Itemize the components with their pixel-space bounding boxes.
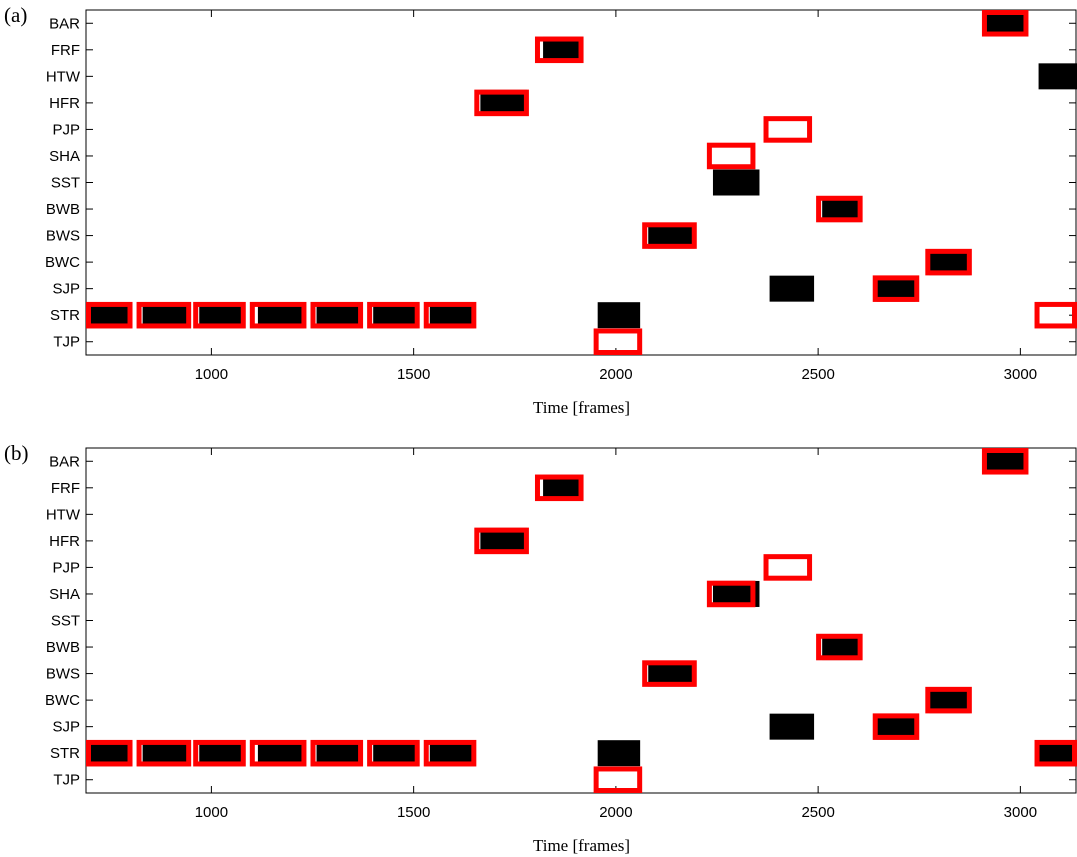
chart-panel-a: BAR FRF HTW HFR PJP SHA SST BWB BWS BWC SJP STR TJP 1… (4, 3, 1077, 417)
interval-box-str (310, 301, 364, 329)
interval-box-str (193, 301, 246, 329)
y-tick-label: SHA (49, 586, 80, 603)
y-tick-label: BWC (45, 254, 80, 271)
x-axis-title: Time [frames] (533, 836, 630, 855)
interval-box-sha (706, 580, 756, 608)
interval-box-pjp (763, 554, 813, 581)
y-tick-label: BWC (45, 692, 80, 709)
interval-box-hfr (474, 527, 529, 555)
interval-box-str (249, 301, 307, 329)
y-tick-label: FRF (51, 42, 80, 59)
y-tick-label: HTW (46, 506, 81, 523)
y-tick-label: HTW (46, 68, 81, 85)
x-tick-label: 1000 (195, 804, 228, 821)
y-tick-label: HFR (49, 533, 80, 550)
interval-box-str (193, 739, 246, 767)
y-tick-label: SJP (52, 719, 80, 736)
panel-label: (b) (4, 441, 29, 465)
interval-box-frf (534, 36, 584, 64)
y-tick-label: BWS (46, 228, 80, 245)
interval-box-str (367, 301, 420, 329)
y-tick-label: BWS (46, 666, 80, 683)
y-tick-label: SJP (52, 281, 80, 298)
x-tick-label: 2000 (599, 366, 632, 383)
interval-box-frf (534, 474, 584, 502)
interval-box-sha (706, 142, 756, 170)
interval-box-str (86, 739, 133, 767)
interval-box-str (423, 301, 477, 329)
panel-label: (a) (4, 3, 27, 27)
interval-bar-str (597, 740, 641, 767)
interval-bar-sjp (769, 713, 815, 740)
interval-bar-str (597, 302, 641, 329)
x-axis-title: Time [frames] (533, 398, 630, 417)
interval-box-sjp (872, 275, 920, 302)
y-tick-label: TJP (53, 772, 80, 789)
x-tick-label: 2000 (599, 804, 632, 821)
interval-box-str (310, 739, 364, 767)
interval-box-str (249, 739, 307, 767)
y-tick-label: BAR (49, 453, 80, 470)
interval-bar-htw (1038, 63, 1077, 90)
y-tick-label: PJP (52, 121, 80, 138)
interval-box-tjp (593, 766, 643, 794)
interval-box-hfr (474, 89, 529, 117)
interval-box-sjp (872, 713, 920, 740)
x-tick-label: 3000 (1004, 366, 1037, 383)
interval-box-str (1034, 301, 1077, 329)
interval-box-str (136, 739, 192, 767)
interval-box-tjp (593, 328, 643, 356)
y-tick-label: STR (50, 745, 80, 762)
interval-box-bwb (816, 195, 863, 223)
y-tick-label: SHA (49, 148, 80, 165)
interval-box-bar (981, 448, 1029, 475)
x-tick-label: 2500 (801, 804, 834, 821)
y-tick-label: SST (51, 613, 80, 630)
interval-box-bws (642, 660, 697, 687)
y-tick-label: BWB (46, 639, 80, 656)
interval-box-str (367, 739, 420, 767)
interval-box-bar (981, 10, 1029, 37)
x-tick-label: 1000 (195, 366, 228, 383)
x-tick-label: 3000 (1004, 804, 1037, 821)
interval-bar-sjp (769, 275, 815, 302)
y-tick-label: STR (50, 307, 80, 324)
interval-box-str (136, 301, 192, 329)
y-tick-label: FRF (51, 480, 80, 497)
x-tick-label: 1500 (397, 366, 430, 383)
x-tick-label: 2500 (801, 366, 834, 383)
chart-panel-b: BAR FRF HTW HFR PJP SHA SST BWB BWS BWC SJP STR TJP 1… (4, 441, 1077, 855)
y-tick-label: TJP (53, 334, 80, 351)
y-tick-label: BWB (46, 201, 80, 218)
interval-box-bwc (925, 248, 972, 276)
y-tick-label: PJP (52, 559, 80, 576)
interval-box-str (1034, 739, 1077, 767)
y-tick-label: BAR (49, 15, 80, 32)
x-tick-label: 1500 (397, 804, 430, 821)
interval-bar-sst (712, 169, 760, 196)
y-tick-label: HFR (49, 95, 80, 112)
interval-box-str (86, 301, 133, 329)
interval-box-pjp (763, 116, 813, 143)
interval-box-bwb (816, 633, 863, 661)
interval-box-bws (642, 222, 697, 249)
y-tick-label: SST (51, 175, 80, 192)
interval-box-bwc (925, 686, 972, 714)
interval-box-str (423, 739, 477, 767)
